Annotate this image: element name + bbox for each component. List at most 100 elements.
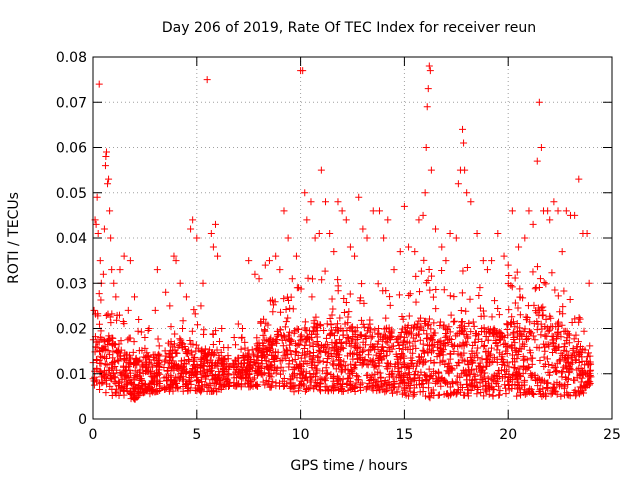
data-point: [271, 298, 279, 306]
data-point: [366, 320, 374, 328]
data-point: [194, 377, 202, 385]
data-point: [316, 386, 324, 394]
data-point: [473, 390, 481, 398]
data-point: [560, 327, 568, 335]
data-point: [460, 341, 468, 349]
data-point: [221, 362, 229, 370]
data-point: [199, 279, 207, 287]
data-point: [459, 383, 467, 391]
data-point: [137, 328, 145, 336]
data-point: [156, 377, 164, 385]
data-point: [120, 252, 128, 260]
data-point: [511, 323, 519, 331]
data-point: [286, 347, 294, 355]
data-point: [131, 293, 139, 301]
data-point: [576, 348, 584, 356]
data-point: [454, 180, 462, 188]
data-point: [461, 357, 469, 365]
data-point: [491, 297, 499, 305]
data-point: [520, 389, 528, 397]
data-point: [462, 338, 470, 346]
data-point: [575, 359, 583, 367]
data-point: [112, 390, 120, 398]
data-point: [357, 294, 365, 302]
data-point: [322, 347, 330, 355]
data-point: [354, 355, 362, 363]
data-point: [284, 314, 292, 322]
data-point: [563, 336, 571, 344]
data-point: [541, 347, 549, 355]
data-point: [570, 335, 578, 343]
data-point: [269, 301, 277, 309]
data-point: [311, 234, 319, 242]
data-point: [344, 334, 352, 342]
data-point: [571, 315, 579, 323]
data-point: [323, 341, 331, 349]
data-point: [97, 360, 105, 368]
data-point: [537, 144, 545, 151]
data-point: [339, 375, 347, 383]
data-point: [554, 207, 562, 215]
data-point: [416, 288, 424, 296]
data-point: [428, 272, 436, 280]
data-point: [417, 368, 425, 376]
data-point: [272, 252, 280, 260]
data-point: [482, 328, 490, 336]
data-point: [142, 361, 150, 369]
data-point: [322, 334, 330, 342]
data-point: [513, 328, 521, 336]
data-point: [416, 336, 424, 344]
data-point: [366, 328, 374, 336]
data-point: [505, 363, 513, 371]
data-point: [406, 387, 414, 395]
data-point: [253, 334, 261, 342]
data-point: [224, 352, 232, 360]
x-tick-label: 20: [499, 427, 517, 443]
data-point: [315, 229, 323, 237]
data-point: [559, 303, 567, 311]
data-point: [533, 263, 541, 271]
data-point: [355, 376, 363, 384]
data-point: [104, 310, 112, 318]
data-point: [503, 350, 511, 358]
data-point: [355, 193, 363, 201]
data-point: [395, 291, 403, 299]
data-point: [100, 225, 108, 233]
data-point: [166, 353, 174, 361]
data-point: [535, 283, 543, 291]
data-point: [485, 383, 493, 391]
data-point: [375, 359, 383, 367]
data-point: [508, 351, 516, 359]
data-point: [306, 378, 314, 386]
data-point: [235, 354, 243, 362]
data-point: [222, 382, 230, 390]
data-point: [101, 353, 109, 361]
data-point: [395, 364, 403, 372]
data-point: [139, 361, 147, 369]
data-point: [161, 356, 169, 364]
data-point: [413, 362, 421, 370]
data-point: [295, 381, 303, 389]
data-point: [419, 340, 427, 348]
data-point: [166, 302, 174, 310]
data-point: [432, 305, 440, 313]
data-point: [476, 362, 484, 370]
data-point: [257, 348, 265, 356]
data-point: [484, 336, 492, 344]
data-point: [446, 350, 454, 358]
data-point: [211, 349, 219, 357]
data-point: [363, 234, 371, 242]
data-point: [177, 370, 185, 378]
data-point: [93, 193, 101, 201]
data-point: [479, 307, 487, 315]
data-point: [578, 374, 586, 382]
data-point: [446, 328, 454, 336]
data-point: [189, 365, 197, 373]
data-point: [126, 355, 134, 363]
data-point: [451, 317, 459, 325]
data-point: [546, 216, 554, 224]
data-point: [396, 248, 404, 256]
y-tick-label: 0.06: [56, 141, 87, 157]
data-point: [216, 337, 224, 345]
data-point: [575, 175, 583, 183]
